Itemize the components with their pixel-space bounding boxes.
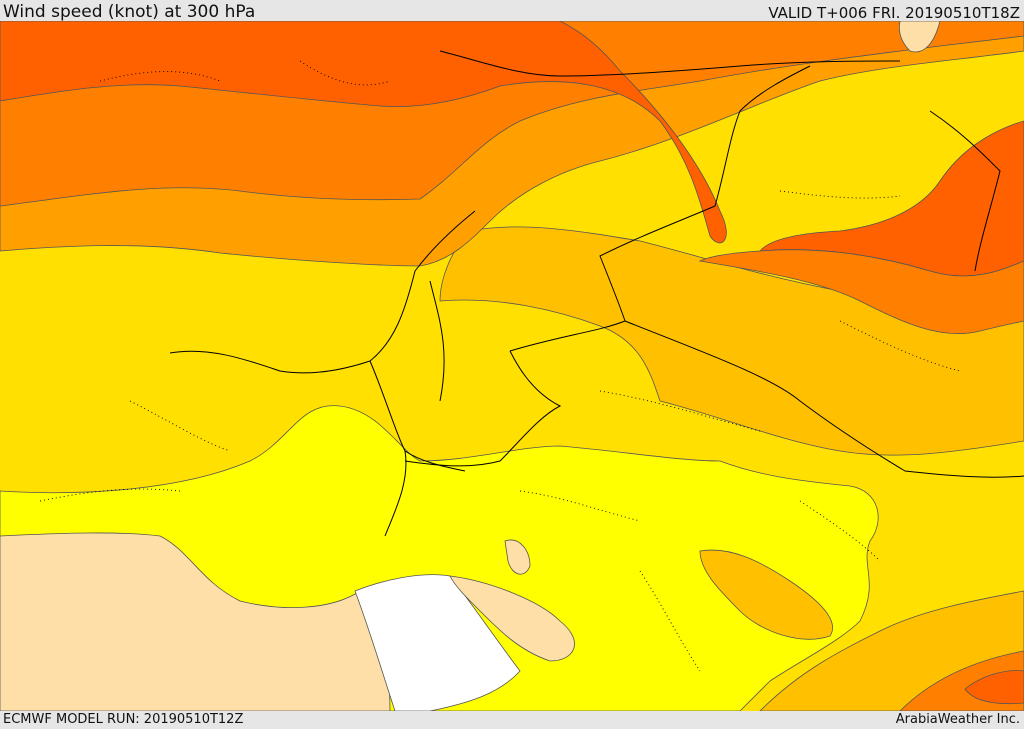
valid-time: VALID T+006 FRI. 20190510T18Z [768,4,1020,22]
band-amber [439,226,1024,456]
band-white [354,574,521,711]
country-borders [169,50,1024,537]
province-boundaries [39,60,961,672]
band-red-orange [0,21,727,244]
band-amber-east [699,549,833,640]
band-wheat-patch [449,575,575,662]
credit-text: ArabiaWeather Inc. [895,712,1020,727]
footer-bar: ECMWF MODEL RUN: 20190510T12Z ArabiaWeat… [0,711,1024,729]
map-title: Wind speed (knot) at 300 hPa [3,2,256,22]
band-wheat-patch2 [504,539,531,575]
header-bar: Wind speed (knot) at 300 hPa VALID T+006… [0,0,1024,22]
band-wheat-ne [898,21,941,53]
band-orange-mid [698,249,1024,335]
model-run: ECMWF MODEL RUN: 20190510T12Z [3,712,244,727]
band-red-orange-se [964,670,1024,705]
wind-speed-map[interactable] [0,21,1024,711]
